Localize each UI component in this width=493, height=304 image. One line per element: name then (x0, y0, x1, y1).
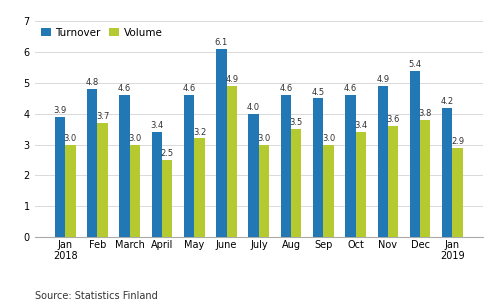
Text: 4.6: 4.6 (344, 85, 357, 93)
Text: 3.2: 3.2 (193, 128, 206, 136)
Text: 4.5: 4.5 (312, 88, 325, 96)
Bar (313, 98, 323, 237)
Bar (378, 86, 388, 237)
Bar (130, 145, 140, 237)
Bar (259, 145, 269, 237)
Text: 3.0: 3.0 (257, 134, 271, 143)
Bar (410, 71, 420, 237)
Bar (420, 120, 430, 237)
Text: 4.8: 4.8 (86, 78, 99, 87)
Text: 4.6: 4.6 (182, 85, 196, 93)
Bar (119, 95, 130, 237)
Text: 3.4: 3.4 (354, 121, 367, 130)
Text: 6.1: 6.1 (215, 38, 228, 47)
Text: 3.9: 3.9 (53, 106, 67, 115)
Bar (194, 138, 205, 237)
Bar (291, 129, 301, 237)
Bar (65, 145, 75, 237)
Bar (55, 117, 65, 237)
Bar (162, 160, 173, 237)
Bar (442, 108, 453, 237)
Text: Source: Statistics Finland: Source: Statistics Finland (35, 291, 157, 301)
Text: 3.5: 3.5 (289, 118, 303, 127)
Text: 3.0: 3.0 (128, 134, 141, 143)
Text: 5.4: 5.4 (408, 60, 422, 69)
Bar (152, 132, 162, 237)
Bar (227, 86, 237, 237)
Text: 2.9: 2.9 (451, 137, 464, 146)
Text: 3.4: 3.4 (150, 121, 164, 130)
Text: 4.0: 4.0 (247, 103, 260, 112)
Bar (98, 123, 108, 237)
Text: 4.9: 4.9 (376, 75, 389, 84)
Bar (248, 114, 259, 237)
Text: 4.2: 4.2 (441, 97, 454, 106)
Legend: Turnover, Volume: Turnover, Volume (40, 26, 164, 39)
Bar (453, 148, 463, 237)
Bar (216, 49, 227, 237)
Text: 3.0: 3.0 (322, 134, 335, 143)
Text: 4.6: 4.6 (280, 85, 292, 93)
Text: 3.8: 3.8 (419, 109, 432, 118)
Text: 3.0: 3.0 (64, 134, 77, 143)
Bar (184, 95, 194, 237)
Text: 3.6: 3.6 (387, 115, 400, 124)
Bar (388, 126, 398, 237)
Text: 2.5: 2.5 (161, 149, 174, 158)
Bar (87, 89, 98, 237)
Bar (323, 145, 334, 237)
Text: 4.9: 4.9 (225, 75, 238, 84)
Bar (281, 95, 291, 237)
Text: 3.7: 3.7 (96, 112, 109, 121)
Bar (345, 95, 355, 237)
Bar (355, 132, 366, 237)
Text: 4.6: 4.6 (118, 85, 131, 93)
